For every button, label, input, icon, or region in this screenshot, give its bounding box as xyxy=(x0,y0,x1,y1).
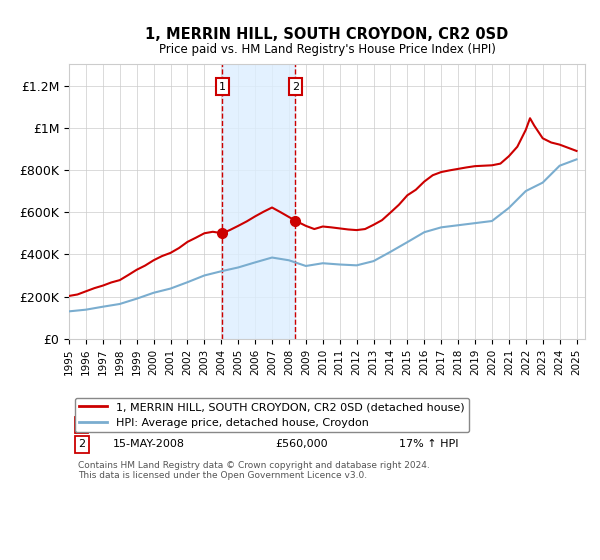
Text: 30% ↑ HPI: 30% ↑ HPI xyxy=(399,420,458,430)
Text: Price paid vs. HM Land Registry's House Price Index (HPI): Price paid vs. HM Land Registry's House … xyxy=(158,43,496,55)
Title: 1, MERRIN HILL, SOUTH CROYDON, CR2 0SD: 1, MERRIN HILL, SOUTH CROYDON, CR2 0SD xyxy=(145,27,509,43)
Text: £499,999: £499,999 xyxy=(275,420,329,430)
Text: 2: 2 xyxy=(78,440,85,450)
Text: 15-MAY-2008: 15-MAY-2008 xyxy=(113,440,185,450)
Text: 1: 1 xyxy=(219,82,226,92)
Text: 1: 1 xyxy=(78,420,85,430)
Text: 17% ↑ HPI: 17% ↑ HPI xyxy=(399,440,459,450)
Text: Contains HM Land Registry data © Crown copyright and database right 2024.
This d: Contains HM Land Registry data © Crown c… xyxy=(78,461,430,480)
Text: 27-JAN-2004: 27-JAN-2004 xyxy=(113,420,183,430)
Text: £560,000: £560,000 xyxy=(275,440,328,450)
Bar xyxy=(223,64,295,339)
Text: 2: 2 xyxy=(292,82,299,92)
Legend: 1, MERRIN HILL, SOUTH CROYDON, CR2 0SD (detached house), HPI: Average price, det: 1, MERRIN HILL, SOUTH CROYDON, CR2 0SD (… xyxy=(74,398,469,432)
